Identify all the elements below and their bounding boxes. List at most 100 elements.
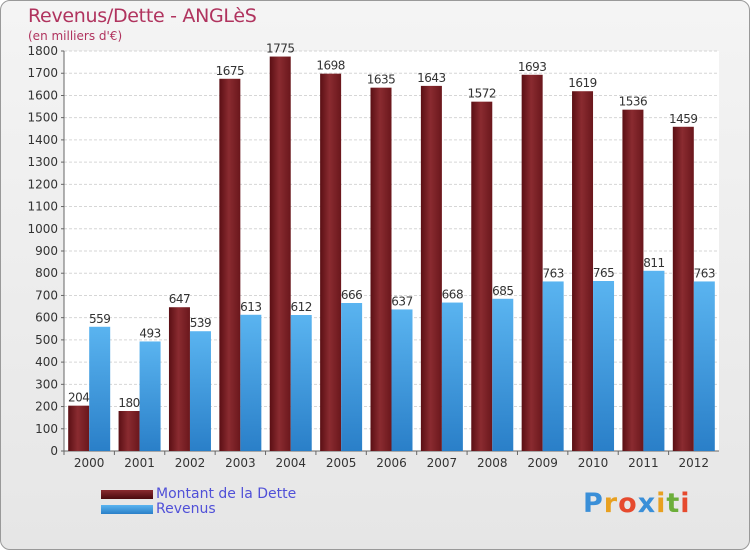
bar-revenus (139, 341, 161, 451)
x-tick-label: 2010 (578, 456, 609, 470)
logo-letter: r (603, 488, 619, 519)
bar-revenus (643, 270, 665, 451)
bar-dette (269, 56, 291, 452)
y-tick-label: 1800 (27, 44, 58, 58)
x-tick-label: 2008 (477, 456, 508, 470)
bar-dette (521, 74, 543, 452)
data-label-revenus: 763 (542, 266, 563, 280)
y-tick-label: 700 (35, 288, 58, 302)
bar-dette (572, 91, 594, 451)
x-tick-label: 2007 (427, 456, 458, 470)
logo-letter: i (656, 488, 667, 519)
y-tick-label: 400 (35, 355, 58, 369)
y-tick-label: 600 (35, 311, 58, 325)
bar-revenus (693, 281, 715, 451)
chart-title: Revenus/Dette - ANGLèS (28, 5, 257, 27)
data-label-dette: 1459 (669, 112, 698, 126)
y-tick-label: 0 (50, 444, 58, 458)
data-label-dette: 1643 (417, 71, 446, 85)
bar-revenus (542, 281, 564, 451)
bar-revenus (290, 315, 312, 451)
data-label-dette: 1536 (619, 95, 648, 109)
data-label-revenus: 685 (492, 284, 513, 298)
bar-revenus (391, 309, 413, 451)
y-tick-label: 1700 (27, 66, 58, 80)
legend-swatch-debt (101, 490, 153, 499)
bar-dette (68, 405, 90, 451)
y-tick-label: 1600 (27, 88, 58, 102)
bar-revenus (189, 331, 211, 451)
data-label-dette: 1775 (266, 42, 295, 56)
bar-revenus (89, 326, 111, 451)
legend-label-revenus: Revenus (156, 501, 216, 517)
bar-dette (420, 85, 442, 451)
bar-revenus (492, 298, 514, 451)
data-label-revenus: 613 (240, 300, 261, 314)
chart-subtitle: (en milliers d'€) (28, 29, 123, 43)
y-tick-label: 900 (35, 244, 58, 258)
data-label-revenus: 612 (291, 300, 312, 314)
data-label-dette: 1619 (568, 76, 597, 90)
x-tick-label: 2004 (275, 456, 306, 470)
y-tick-label: 1000 (27, 222, 58, 236)
data-label-dette: 1675 (216, 64, 245, 78)
data-label-dette: 1698 (316, 59, 345, 73)
data-label-revenus: 637 (391, 294, 412, 308)
bar-dette (320, 73, 342, 452)
x-tick-label: 2001 (124, 456, 155, 470)
y-tick-label: 1200 (27, 177, 58, 191)
bar-dette (168, 307, 190, 451)
data-label-dette: 1693 (518, 60, 547, 74)
data-label-revenus: 559 (89, 312, 110, 326)
data-label-revenus: 539 (190, 316, 211, 330)
x-tick-label: 2012 (679, 456, 710, 470)
data-label-revenus: 765 (593, 266, 614, 280)
x-tick-label: 2000 (74, 456, 105, 470)
logo-letter: t (666, 488, 681, 519)
bar-revenus (441, 302, 463, 451)
x-tick-label: 2011 (628, 456, 659, 470)
bar-revenus (593, 281, 615, 451)
y-tick-label: 1100 (27, 200, 58, 214)
data-label-dette: 647 (169, 292, 190, 306)
x-tick-label: 2005 (326, 456, 357, 470)
bar-dette (471, 101, 493, 452)
bar-dette (219, 78, 241, 452)
y-tick-label: 200 (35, 400, 58, 414)
bar-dette (118, 411, 140, 451)
legend-swatch-revenus (101, 505, 153, 514)
y-tick-label: 1300 (27, 155, 58, 169)
legend-label-debt: Montant de la Dette (156, 486, 297, 502)
bar-revenus (341, 303, 363, 451)
x-tick-label: 2009 (527, 456, 558, 470)
logo-letter: x (637, 488, 657, 519)
y-tick-label: 800 (35, 266, 58, 280)
logo-letter: P (583, 488, 604, 519)
data-label-revenus: 666 (341, 288, 362, 302)
data-label-dette: 180 (118, 396, 139, 410)
data-label-dette: 1635 (367, 73, 396, 87)
data-label-dette: 204 (68, 391, 89, 405)
logo-letter: i (680, 488, 691, 519)
bar-revenus (240, 314, 262, 451)
data-label-revenus: 811 (643, 256, 664, 270)
bar-dette (622, 109, 644, 452)
x-tick-label: 2003 (225, 456, 256, 470)
y-tick-label: 1400 (27, 133, 58, 147)
x-tick-label: 2006 (376, 456, 407, 470)
data-label-revenus: 763 (694, 266, 715, 280)
data-label-revenus: 668 (442, 288, 463, 302)
y-tick-label: 500 (35, 333, 58, 347)
proxiti-logo: Proxiti (583, 488, 691, 519)
y-tick-label: 1500 (27, 111, 58, 125)
data-label-revenus: 493 (139, 326, 160, 340)
bar-dette (370, 87, 392, 452)
bar-dette (672, 126, 694, 452)
data-label-dette: 1572 (467, 87, 496, 101)
x-tick-label: 2002 (175, 456, 206, 470)
logo-letter: o (618, 488, 638, 519)
y-tick-label: 300 (35, 377, 58, 391)
y-tick-label: 100 (35, 422, 58, 436)
